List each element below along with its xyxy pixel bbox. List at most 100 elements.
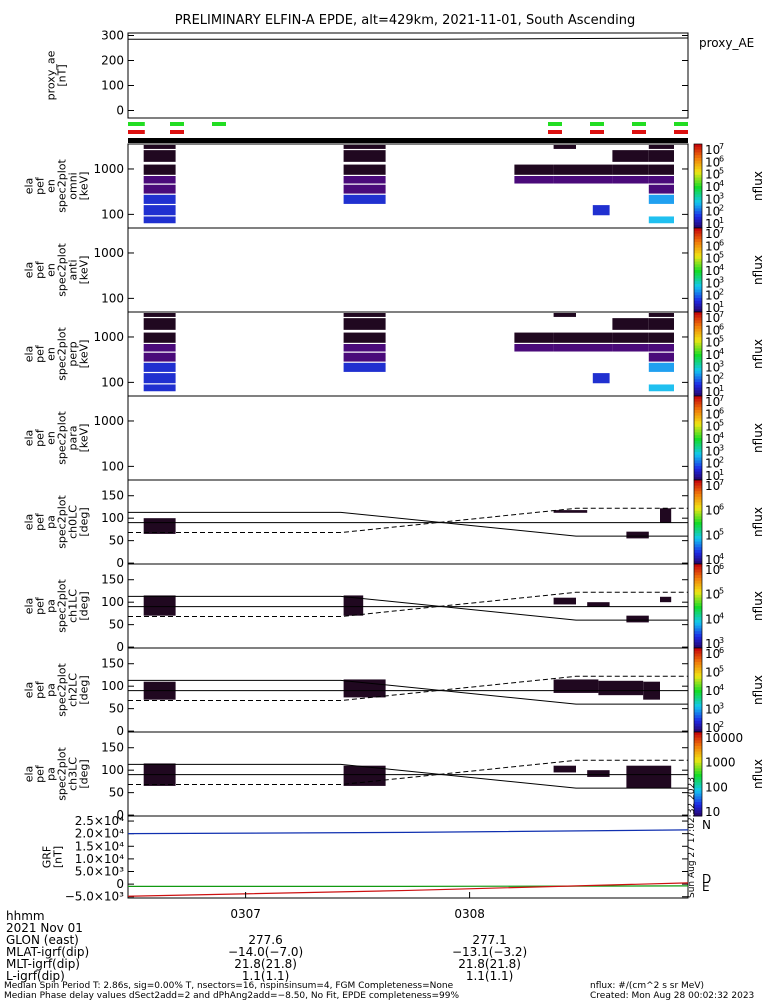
colorbar-cell-pef_pa_spec2plot_ch2LC: [694, 701, 702, 705]
ylabel-line-pef_en_spec2plot_omni: ela: [23, 178, 36, 195]
colorbar-cell-pef_en_spec2plot_anti: [694, 233, 702, 237]
colorbar-cell-pef_pa_spec2plot_ch2LC: [694, 656, 702, 660]
ytick-label-pef_en_spec2plot_para: 1000: [93, 414, 124, 428]
colorbar-cell-pef_en_spec2plot_para: [694, 429, 702, 433]
ylabel-line-pef_pa_spec2plot_ch1LC: pa: [45, 599, 58, 613]
colorbar-cell-pef_pa_spec2plot_ch3LC: [694, 737, 702, 741]
ytick-label-pef_pa_spec2plot_ch3LC: 100: [101, 763, 124, 777]
pa-cell: [553, 679, 599, 693]
ylabel-line-pef_en_spec2plot_omni: pef: [34, 176, 47, 195]
ylabel-proxy_ae: proxy_ae[nT]: [45, 50, 69, 100]
ylabel-line-pef_pa_spec2plot_ch3LC: ela: [23, 766, 36, 783]
colorbar-cell-pef_pa_spec2plot_ch3LC: [694, 804, 702, 809]
colorbar-cell-pef_en_spec2plot_anti: [694, 250, 702, 254]
colorbar-cell-pef_pa_spec2plot_ch3LC: [694, 768, 702, 772]
colorbar-cell-pef_en_spec2plot_perp: [694, 382, 702, 386]
ylabel-line-proxy_ae: [nT]: [56, 64, 69, 86]
ytick-label-pef_en_spec2plot_omni: 1000: [93, 162, 124, 176]
cbar-tick-exp-pef_pa_spec2plot_ch0LC: 5: [719, 527, 724, 536]
pa-cell: [587, 602, 610, 607]
colorbar-cell-pef_en_spec2plot_anti: [694, 242, 702, 246]
ylabel-line-pef_pa_spec2plot_ch2LC: pa: [45, 683, 58, 697]
spec-cell: [553, 164, 613, 175]
colorbar-cell-pef_pa_spec2plot_ch0LC: [694, 547, 702, 551]
colorbar-cell-pef_pa_spec2plot_ch3LC: [694, 734, 702, 739]
colorbar-cell-pef_pa_spec2plot_ch0LC: [694, 552, 702, 557]
colorbar-cell-pef_en_spec2plot_para: [694, 477, 702, 481]
cbar-tick-exp-pef_en_spec2plot_perp: 2: [719, 372, 724, 381]
series-loss-cone-dashed: [128, 759, 688, 786]
colorbar-cell-pef_en_spec2plot_para: [694, 440, 702, 445]
footer-line-1: Median Spin Period T: 2.86s, sig=0.00% T…: [4, 981, 454, 991]
spec-cell: [648, 216, 674, 224]
colorbar-cell-pef_pa_spec2plot_ch3LC: [694, 799, 702, 803]
ytick-label-grf: 1.0×10⁴: [75, 852, 124, 866]
colorbar-cell-pef_en_spec2plot_anti: [694, 236, 702, 240]
colorbar-cell-pef_pa_spec2plot_ch1LC: [694, 600, 702, 604]
colorbar-cell-pef_pa_spec2plot_ch0LC: [694, 541, 702, 545]
colorbar-cell-pef_pa_spec2plot_ch3LC: [694, 732, 702, 736]
cbar-tick-pef_pa_spec2plot_ch2LC: 10: [705, 666, 720, 680]
colorbar-cell-pef_pa_spec2plot_ch1LC: [694, 586, 702, 590]
colorbar-cell-pef_pa_spec2plot_ch2LC: [694, 676, 702, 680]
colorbar-cell-pef_pa_spec2plot_ch1LC: [694, 636, 702, 641]
ytick-label-grf: −5.0×10³: [65, 890, 124, 904]
series-loss-cone-dashed: [128, 507, 688, 534]
colorbar-cell-pef_pa_spec2plot_ch2LC: [694, 723, 702, 727]
colorbar-cell-pef_pa_spec2plot_ch1LC: [694, 625, 702, 629]
cbar-tick-exp-pef_pa_spec2plot_ch2LC: 5: [719, 665, 724, 674]
colorbar-cell-pef_pa_spec2plot_ch1LC: [694, 572, 702, 576]
ylabel-line-grf: [nT]: [52, 846, 65, 868]
xaxis-row-value: 21.8(21.8): [458, 957, 521, 971]
colorbar-cell-pef_pa_spec2plot_ch2LC: [694, 690, 702, 694]
spec-cell: [343, 344, 386, 352]
spec-cell: [648, 362, 674, 372]
colorbar-cell-pef_pa_spec2plot_ch0LC: [694, 513, 702, 517]
colorbar-cell-pef_pa_spec2plot_ch3LC: [694, 771, 702, 775]
panel-frame-pef_en_spec2plot_perp: [127, 311, 689, 397]
colorbar-cell-pef_en_spec2plot_omni: [694, 146, 702, 151]
ytick-label-pef_pa_spec2plot_ch2LC: 0: [116, 724, 124, 738]
colorbar-cell-pef_pa_spec2plot_ch0LC: [694, 524, 702, 529]
series-loss-cone-dashed: [128, 591, 688, 618]
colorbar-cell-pef_en_spec2plot_perp: [694, 312, 702, 316]
ylabel-line-pef_pa_spec2plot_ch0LC: spec2plot: [56, 495, 69, 549]
xaxis-row-value: −13.1(−3.2): [452, 945, 527, 959]
cbar-tick-pef_en_spec2plot_omni: 10: [705, 192, 720, 206]
pa-cell: [553, 597, 576, 605]
colorbar-cell-pef_en_spec2plot_perp: [694, 348, 702, 352]
colorbar-cell-pef_pa_spec2plot_ch3LC: [694, 788, 702, 792]
colorbar-cell-pef_en_spec2plot_omni: [694, 208, 702, 212]
colorbar-cell-pef_en_spec2plot_para: [694, 438, 702, 442]
ytick-label-pef_en_spec2plot_para: 100: [101, 459, 124, 473]
colorbar-cell-pef_pa_spec2plot_ch0LC: [694, 496, 702, 501]
panel-pef_pa_spec2plot_ch0LC: 150100500elapefpaspec2plotch0LC[deg]1071…: [23, 478, 766, 570]
ytick-label-pef_pa_spec2plot_ch3LC: 50: [109, 786, 124, 800]
cbar-tick-exp-pef_en_spec2plot_anti: 3: [719, 275, 724, 284]
colorbar-cell-pef_en_spec2plot_perp: [694, 370, 702, 375]
xaxis-row-value: 1.1(1.1): [242, 969, 290, 983]
spec-cell: [612, 344, 649, 352]
cbar-tick-exp-pef_en_spec2plot_para: 5: [719, 419, 724, 428]
pa-cell: [626, 765, 672, 789]
ylabel-line-pef_pa_spec2plot_ch1LC: pef: [34, 596, 47, 615]
spec-cell: [343, 164, 386, 175]
spec-cell: [143, 194, 176, 204]
ylabel-line-pef_en_spec2plot_anti: anti: [67, 259, 80, 280]
spectrogram-pef_en_spec2plot_perp: [143, 313, 674, 392]
colorbar-cell-pef_pa_spec2plot_ch1LC: [694, 608, 702, 613]
colorbar-cell-pef_en_spec2plot_para: [694, 398, 702, 403]
spec-cell: [143, 176, 176, 184]
colorbar-cell-pef_pa_spec2plot_ch2LC: [694, 681, 702, 685]
colorbar-cell-pef_en_spec2plot_anti: [694, 247, 702, 251]
colorbar-cell-pef_en_spec2plot_omni: [694, 158, 702, 162]
colorbar-cell-pef_en_spec2plot_anti: [694, 284, 702, 288]
colorbar-cell-pef_en_spec2plot_omni: [694, 211, 702, 215]
spec-cell: [514, 332, 554, 343]
spec-cell: [648, 344, 674, 352]
colorbar-cell-pef_pa_spec2plot_ch2LC: [694, 667, 702, 671]
pa-cell: [143, 518, 176, 534]
spec-cell: [143, 352, 176, 362]
